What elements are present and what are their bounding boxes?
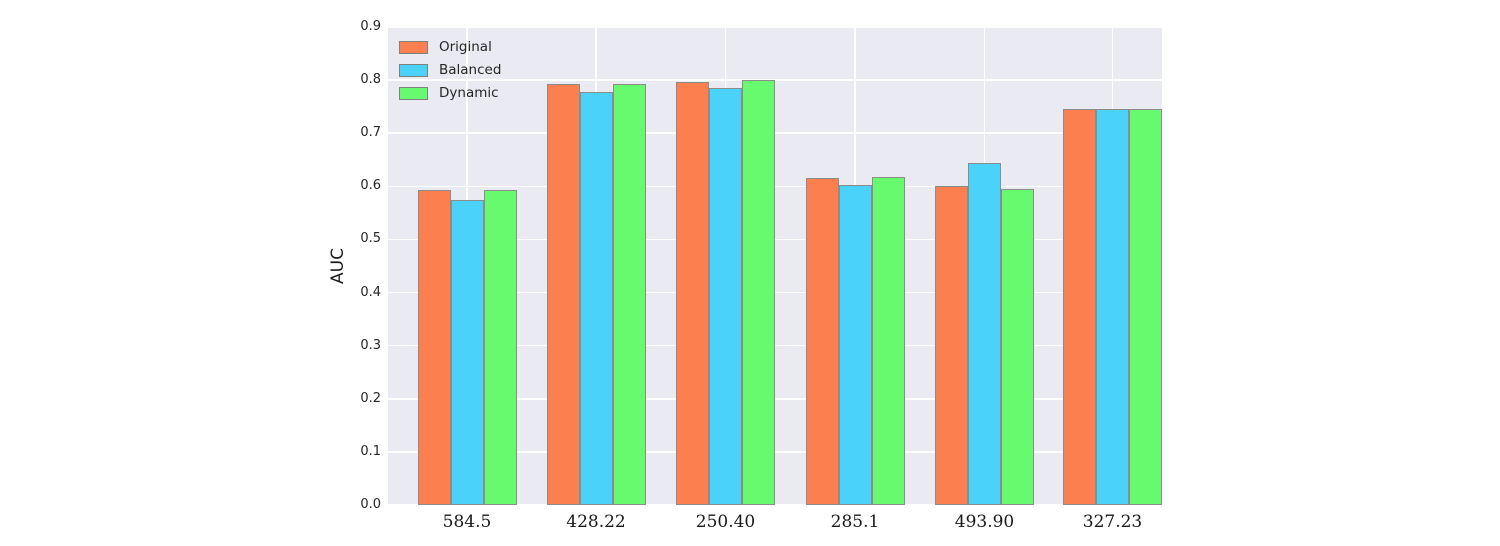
bar-original-327.23 xyxy=(1063,108,1096,505)
legend: Original Balanced Dynamic xyxy=(399,39,501,101)
x-tick-label: 584.5 xyxy=(442,512,492,532)
h-gridline xyxy=(388,451,1162,453)
y-tick-label: 0.4 xyxy=(360,284,381,300)
legend-item: Original xyxy=(399,39,501,55)
bar-dynamic-285.1 xyxy=(871,177,905,505)
x-tick-label: 327.23 xyxy=(1082,512,1143,532)
bar-balanced-250.40 xyxy=(709,87,742,505)
h-gridline xyxy=(388,79,1162,81)
legend-swatch-icon xyxy=(399,86,428,100)
y-tick-label: 0.1 xyxy=(360,443,381,459)
y-tick-label: 0.0 xyxy=(360,497,381,512)
y-tick-label: 0.2 xyxy=(360,390,381,406)
h-gridline xyxy=(388,504,1162,506)
bar-balanced-584.5 xyxy=(450,200,484,505)
bar-dynamic-493.90 xyxy=(1001,189,1034,505)
bar-original-584.5 xyxy=(417,190,451,505)
bar-balanced-285.1 xyxy=(838,185,872,505)
h-gridline xyxy=(388,398,1162,400)
h-gridline xyxy=(388,132,1162,134)
bar-balanced-493.90 xyxy=(968,162,1001,505)
y-tick-label: 0.5 xyxy=(360,231,381,247)
bar-dynamic-250.40 xyxy=(742,80,775,505)
y-tick-label: 0.3 xyxy=(360,337,381,353)
bar-dynamic-327.23 xyxy=(1129,108,1162,505)
legend-swatch-icon xyxy=(399,40,428,54)
legend-item: Balanced xyxy=(399,62,501,78)
y-tick-label: 0.8 xyxy=(360,72,381,88)
y-tick-label: 0.9 xyxy=(360,19,381,34)
bar-original-493.90 xyxy=(935,186,968,505)
bar-dynamic-584.5 xyxy=(483,190,517,505)
legend-label: Dynamic xyxy=(439,85,499,101)
bar-dynamic-428.22 xyxy=(612,83,646,505)
bar-original-250.40 xyxy=(676,82,709,505)
bar-balanced-327.23 xyxy=(1096,108,1129,505)
y-tick-label: 0.7 xyxy=(360,125,381,141)
h-gridline xyxy=(388,344,1162,347)
x-tick-label: 428.22 xyxy=(566,512,626,532)
bar-original-428.22 xyxy=(546,83,580,505)
plot-area: Original Balanced Dynamic xyxy=(388,26,1162,506)
bar-balanced-428.22 xyxy=(579,92,613,505)
x-tick-label: 250.40 xyxy=(695,512,756,532)
x-tick-label: 285.1 xyxy=(830,512,880,532)
bar-original-285.1 xyxy=(805,178,839,505)
h-gridline xyxy=(388,185,1162,188)
legend-label: Balanced xyxy=(439,62,502,78)
h-gridline xyxy=(388,291,1162,294)
legend-swatch-icon xyxy=(399,63,428,77)
legend-item: Dynamic xyxy=(399,85,501,101)
x-tick-label: 493.90 xyxy=(954,512,1015,532)
h-gridline xyxy=(388,238,1162,241)
legend-label: Original xyxy=(439,39,492,55)
y-tick-label: 0.6 xyxy=(360,178,381,194)
h-gridline xyxy=(388,26,1162,28)
